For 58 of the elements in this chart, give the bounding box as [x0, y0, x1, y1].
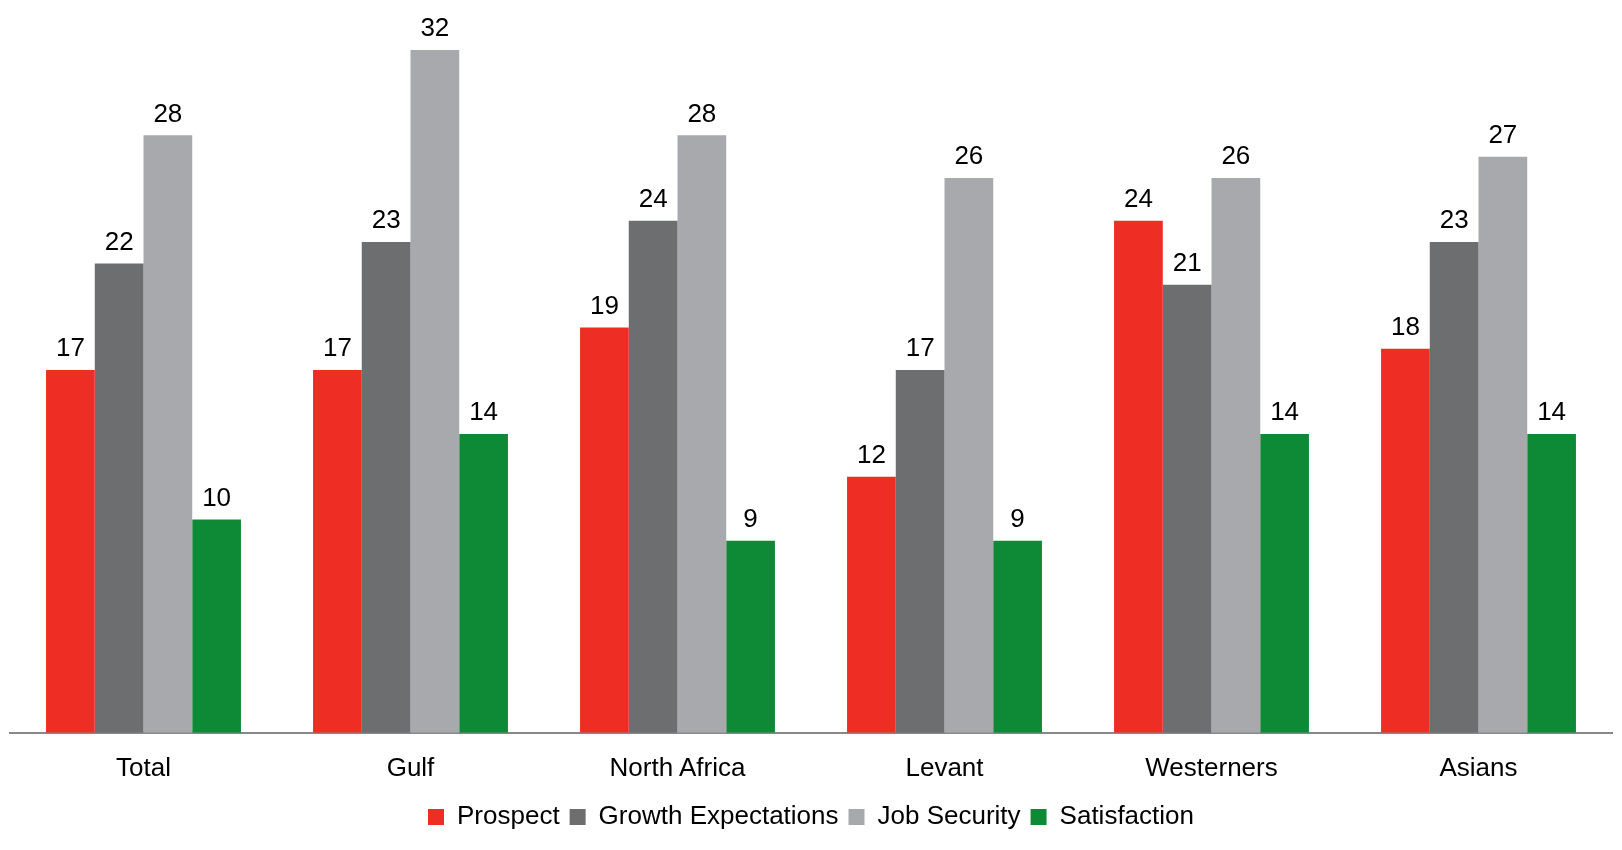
data-label: 17: [322, 332, 352, 363]
bar: [1260, 434, 1309, 733]
data-label: 26: [954, 140, 984, 171]
data-label: 14: [1270, 396, 1300, 427]
x-tick-label: Asians: [1439, 751, 1518, 782]
data-label: 9: [1010, 502, 1025, 533]
x-tick-label: Levant: [905, 751, 985, 782]
data-label: 14: [469, 396, 499, 427]
data-label: 23: [371, 204, 401, 235]
data-label: 17: [55, 332, 85, 363]
data-label: 12: [856, 438, 886, 469]
data-label: 28: [153, 97, 183, 128]
x-tick-label: North Africa: [609, 751, 746, 782]
x-tick-label: Westerners: [1145, 751, 1278, 782]
x-tick-label: Total: [116, 751, 171, 782]
bar: [726, 540, 775, 733]
bar: [580, 327, 629, 733]
bar: [1114, 220, 1163, 733]
bar: [1381, 348, 1430, 733]
bar: [1211, 178, 1261, 733]
bar: [410, 50, 460, 733]
data-label: 18: [1390, 310, 1420, 341]
bar: [1429, 242, 1479, 733]
bar: [944, 178, 994, 733]
bar: [459, 434, 508, 733]
bar: [143, 135, 193, 733]
data-label: 27: [1488, 118, 1518, 149]
data-label: 21: [1172, 246, 1202, 277]
data-label: 24: [1123, 182, 1153, 213]
bar: [1478, 156, 1528, 733]
data-label: 32: [420, 12, 450, 43]
data-label: 22: [104, 225, 134, 256]
bar: [628, 220, 678, 733]
bar: [313, 370, 362, 733]
bar: [94, 263, 144, 733]
legend-label: Job Security: [877, 800, 1021, 831]
bar: [361, 242, 411, 733]
data-label: 10: [202, 481, 232, 512]
bar: [847, 476, 896, 733]
data-label: 9: [743, 502, 758, 533]
bar: [677, 135, 727, 733]
bar: [1162, 284, 1212, 733]
bar: [46, 370, 95, 733]
bar: [993, 540, 1042, 733]
data-label: 28: [687, 97, 717, 128]
data-label: 19: [589, 289, 619, 320]
data-label: 26: [1221, 140, 1251, 171]
legend-label: Growth Expectations: [598, 800, 839, 831]
data-label: 14: [1537, 396, 1567, 427]
legend-label: Prospect: [457, 800, 561, 831]
data-label: 23: [1439, 204, 1469, 235]
bar: [895, 370, 945, 733]
data-label: 17: [905, 332, 935, 363]
bar: [192, 519, 241, 733]
data-label: 24: [638, 182, 668, 213]
x-tick-label: Gulf: [386, 751, 436, 782]
legend-label: Satisfaction: [1059, 800, 1194, 831]
bar: [1527, 434, 1576, 733]
